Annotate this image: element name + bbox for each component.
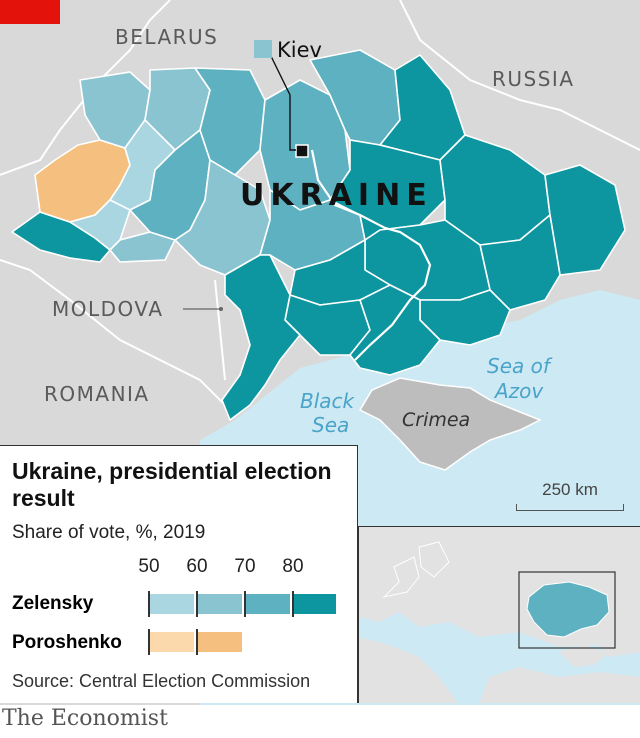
scale-label: 250 km [542,480,598,499]
neighbour-romania: ROMANIA [44,382,150,406]
swatch-poroshenko-50 [150,632,194,652]
legend-divider [196,629,198,655]
brand-red-tab [0,0,60,24]
azov-label-1: Sea of [487,354,553,378]
crimea-label: Crimea [402,409,470,431]
swatch-zelensky-70 [246,594,290,614]
capital-label: Kiev [277,38,322,62]
legend-tick-70: 70 [234,556,256,577]
legend-divider [292,591,294,617]
region-kherson [349,284,441,376]
region-ivano [69,199,131,251]
swatch-poroshenko-60 [198,632,242,652]
legend-tick-80: 80 [282,556,304,577]
country-label: UKRAINE [240,178,433,213]
kiev-marker [295,144,309,158]
legend-divider [148,629,150,655]
swatch-zelensky-50 [150,594,194,614]
scale-bar-line [516,504,624,511]
legend-divider [196,591,198,617]
legend-tick-50: 50 [138,556,160,577]
crimea [358,377,542,471]
legend-divider [244,591,246,617]
scale-bar: 250 km [516,480,624,511]
locator-ukraine [526,581,610,638]
legend-divider [148,591,150,617]
neighbour-russia: RUSSIA [492,67,575,91]
azov-label-2: Azov [493,379,544,403]
kiev-legend-swatch [254,40,272,58]
legend-tick-60: 60 [186,556,208,577]
neighbour-belarus: BELARUS [115,25,218,49]
locator-inset-map [358,526,640,703]
black-sea-label-1: Black [300,389,356,413]
brand-wordmark: The Economist [2,706,168,731]
swatch-zelensky-80 [294,594,336,614]
chart-title: Ukraine, presidential election result [12,458,332,511]
legend-zelensky-label: Zelensky [12,593,94,614]
neighbour-moldova: MOLDOVA [52,297,164,321]
swatch-zelensky-60 [198,594,242,614]
kiev-leader-line [267,49,296,151]
source-note: Source: Central Election Commission [12,671,311,691]
black-sea-label-2: Sea [312,413,349,437]
locator-svg [359,527,640,703]
dnieper-river [310,149,432,361]
chart-subtitle: Share of vote, %, 2019 [12,522,206,543]
locator-box [518,571,616,649]
legend-poroshenko-label: Poroshenko [12,632,122,653]
legend-panel: Ukraine, presidential election result Sh… [0,445,358,703]
region-odessa [221,254,301,421]
